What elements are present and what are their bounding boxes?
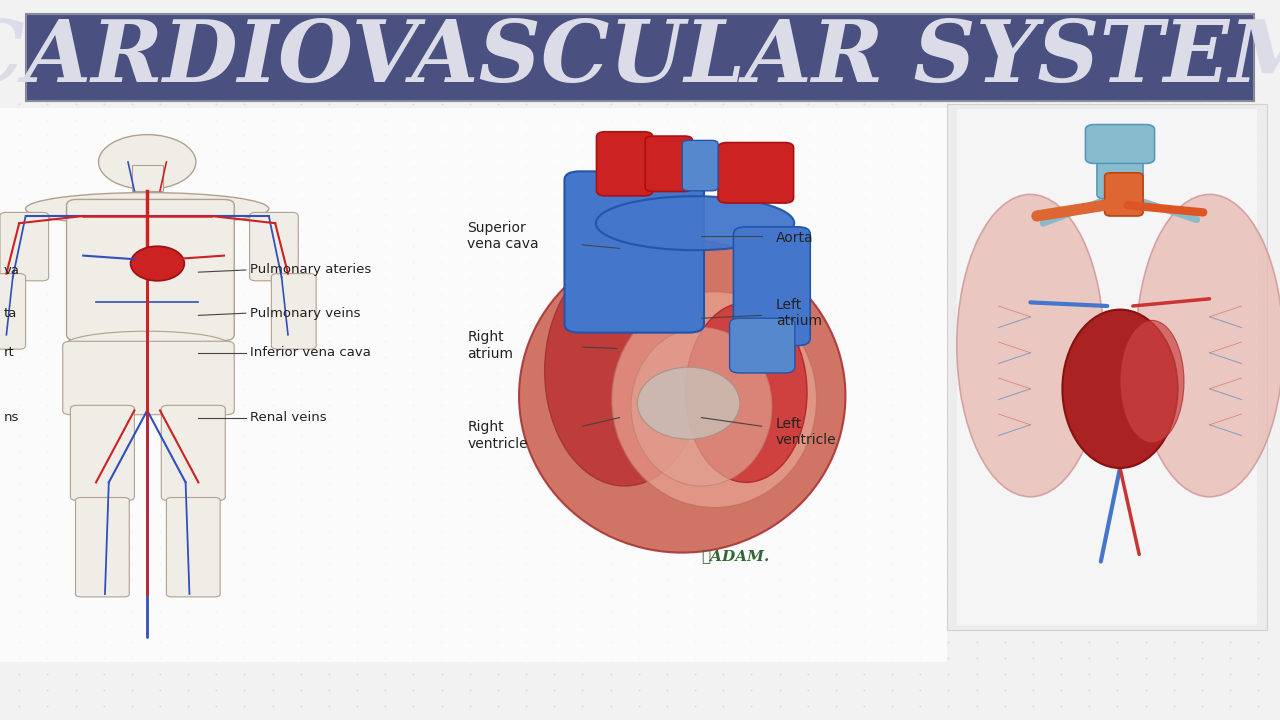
Ellipse shape <box>1062 310 1178 468</box>
Text: Left
ventricle: Left ventricle <box>776 417 836 447</box>
FancyBboxPatch shape <box>76 498 129 597</box>
Ellipse shape <box>612 292 817 508</box>
FancyBboxPatch shape <box>70 405 134 500</box>
FancyBboxPatch shape <box>564 171 704 333</box>
Ellipse shape <box>520 240 846 553</box>
FancyBboxPatch shape <box>161 405 225 500</box>
FancyBboxPatch shape <box>730 318 795 373</box>
Text: va: va <box>4 264 20 276</box>
FancyBboxPatch shape <box>682 140 718 191</box>
Ellipse shape <box>1120 320 1184 443</box>
Circle shape <box>99 135 196 189</box>
FancyBboxPatch shape <box>0 212 49 281</box>
Ellipse shape <box>26 192 269 225</box>
Text: Aorta: Aorta <box>776 230 813 245</box>
Ellipse shape <box>545 256 705 486</box>
Text: Left
atrium: Left atrium <box>776 298 822 328</box>
Text: ★ADAM.: ★ADAM. <box>701 549 769 563</box>
Ellipse shape <box>131 246 184 281</box>
Ellipse shape <box>631 328 772 486</box>
FancyBboxPatch shape <box>596 132 653 196</box>
Ellipse shape <box>637 367 740 439</box>
Text: Pulmonary ateries: Pulmonary ateries <box>250 264 371 276</box>
Ellipse shape <box>596 197 795 251</box>
Text: Renal veins: Renal veins <box>250 411 326 424</box>
Ellipse shape <box>1137 194 1280 497</box>
Ellipse shape <box>64 331 230 360</box>
FancyBboxPatch shape <box>166 498 220 597</box>
FancyBboxPatch shape <box>1097 132 1143 199</box>
Text: Inferior vena cava: Inferior vena cava <box>250 346 370 359</box>
FancyBboxPatch shape <box>63 341 234 415</box>
FancyBboxPatch shape <box>947 104 1267 630</box>
Ellipse shape <box>956 194 1103 497</box>
FancyBboxPatch shape <box>67 199 234 341</box>
Text: Pulmonary veins: Pulmonary veins <box>250 307 360 320</box>
FancyBboxPatch shape <box>718 143 794 203</box>
Text: rt: rt <box>4 346 14 359</box>
FancyBboxPatch shape <box>1085 125 1155 163</box>
FancyBboxPatch shape <box>26 14 1254 101</box>
FancyBboxPatch shape <box>733 227 810 346</box>
FancyBboxPatch shape <box>645 136 692 192</box>
Text: ns: ns <box>4 411 19 424</box>
FancyBboxPatch shape <box>957 109 1257 625</box>
Text: Right
ventricle: Right ventricle <box>467 420 527 451</box>
Text: ta: ta <box>4 307 17 320</box>
FancyBboxPatch shape <box>0 108 442 662</box>
FancyBboxPatch shape <box>250 212 298 281</box>
Ellipse shape <box>686 302 808 482</box>
FancyBboxPatch shape <box>1105 173 1143 216</box>
Text: Right
atrium: Right atrium <box>467 330 513 361</box>
Text: CARDIOVASCULAR SYSTEM: CARDIOVASCULAR SYSTEM <box>0 16 1280 99</box>
Text: Superior
vena cava: Superior vena cava <box>467 221 539 251</box>
FancyBboxPatch shape <box>442 108 947 662</box>
FancyBboxPatch shape <box>271 274 316 349</box>
FancyBboxPatch shape <box>132 165 163 191</box>
FancyBboxPatch shape <box>0 274 26 349</box>
